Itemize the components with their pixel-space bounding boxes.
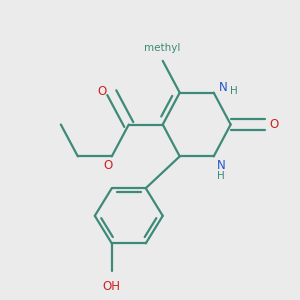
Text: methyl: methyl (144, 43, 180, 53)
Text: O: O (97, 85, 106, 98)
Text: O: O (269, 118, 279, 131)
Text: H: H (218, 171, 225, 181)
Text: O: O (104, 159, 113, 172)
Text: N: N (217, 159, 226, 172)
Text: N: N (219, 81, 227, 94)
Text: OH: OH (102, 280, 120, 292)
Text: H: H (230, 86, 238, 96)
